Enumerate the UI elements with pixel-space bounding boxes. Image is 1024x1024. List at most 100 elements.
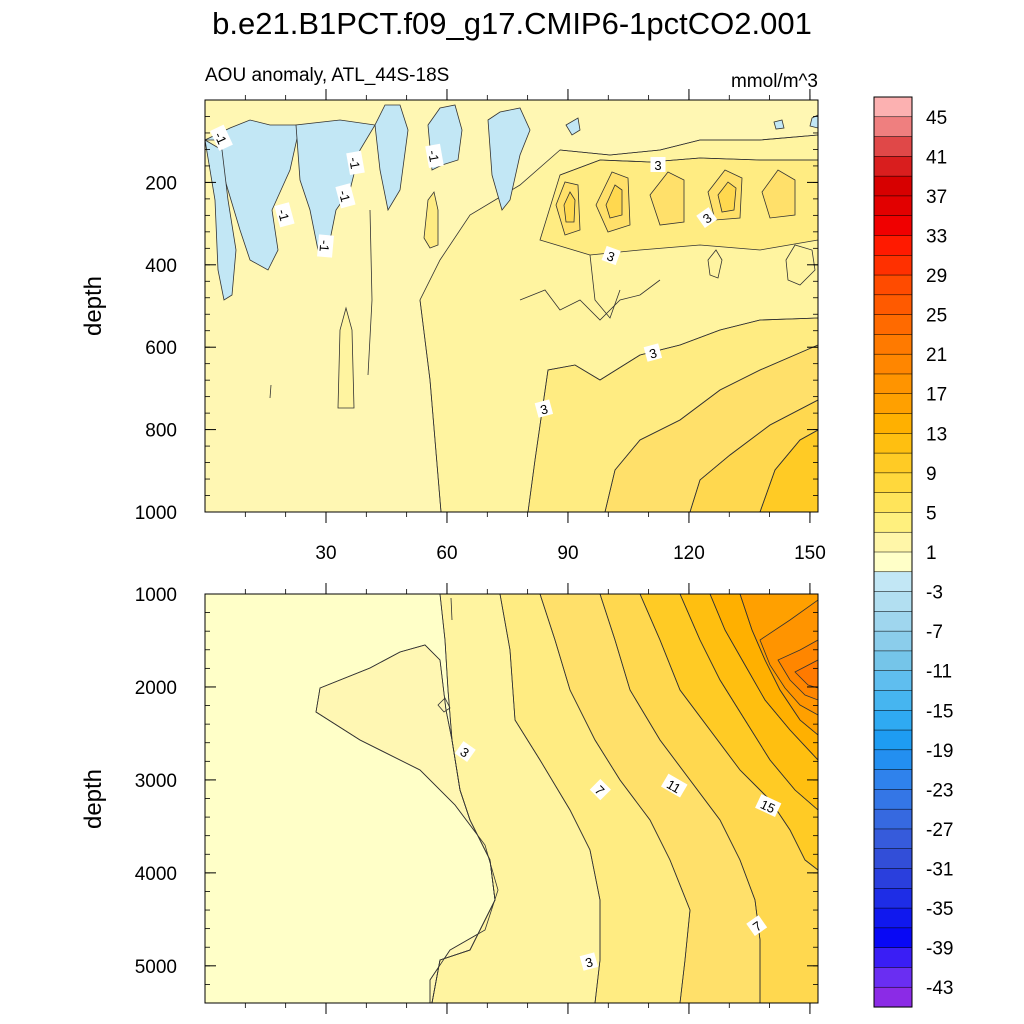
- colorbar-label: -7: [926, 622, 943, 643]
- contour-label-text: 3: [605, 248, 617, 265]
- colorbar-label: 17: [926, 385, 947, 406]
- colorbar-box: [873, 947, 913, 968]
- colorbar-box: [873, 334, 913, 355]
- upper-y-ticks: 200 400 600 800 1000: [135, 99, 818, 524]
- contour-label: -1: [425, 143, 444, 169]
- colorbar-label: -11: [926, 662, 952, 683]
- colorbar-box: [873, 611, 913, 632]
- contour-label-text: -1: [317, 240, 333, 253]
- colorbar-box: [873, 848, 913, 870]
- y-tick-label: 1000: [135, 585, 177, 606]
- contour-label-bg: [534, 399, 554, 418]
- colorbar-label: -19: [926, 741, 953, 762]
- lower-y-ticks: 1000 2000 3000 4000 5000: [135, 585, 818, 1004]
- contour-label-text: -1: [336, 189, 353, 204]
- colorbar-box: [873, 828, 913, 850]
- colorbar-box: [873, 353, 913, 375]
- colorbar-box: [873, 571, 913, 593]
- colorbar-box: [873, 195, 913, 217]
- colorbar-label: 41: [926, 147, 947, 168]
- colorbar-box: [873, 215, 913, 237]
- contour-label: 3: [601, 245, 621, 266]
- upper-contour-labels: -1 -1 -1 -1 -1 -1 3 3 3 3 3: [210, 124, 718, 418]
- chart-subtitle: AOU anomaly, ATL_44S-18S: [205, 65, 449, 86]
- colorbar-box: [873, 888, 913, 909]
- colorbar-box: [873, 116, 913, 138]
- contour-label-bg: [579, 952, 599, 971]
- chart-title: b.e21.B1PCT.f09_g17.CMIP6-1pctCO2.001: [212, 6, 812, 41]
- colorbar-box: [873, 393, 913, 415]
- units-label: mmol/m^3: [731, 71, 818, 92]
- y-tick-label: 3000: [135, 771, 177, 792]
- contour-label: 3: [534, 399, 554, 418]
- contour-label: 3: [454, 741, 476, 763]
- contour-label-bg: [274, 202, 295, 228]
- colorbar-box: [873, 452, 913, 474]
- colorbar-box: [873, 531, 913, 553]
- colorbar-box: [873, 413, 913, 434]
- contour-label-text: 11: [664, 777, 683, 797]
- colorbar-box: [873, 670, 913, 692]
- contour-label: -1: [210, 124, 233, 151]
- colorbar-label: -43: [926, 978, 953, 999]
- contour-label: -1: [317, 234, 334, 258]
- colorbar-label: -23: [926, 780, 953, 801]
- colorbar-box: [873, 710, 913, 731]
- contour-label-bg: [601, 245, 621, 266]
- colorbar-label: -31: [926, 860, 953, 881]
- contour-label-bg: [746, 915, 768, 937]
- contour-label: 7: [746, 915, 768, 937]
- colorbar-frame: [873, 96, 913, 1008]
- contour-label-bg: [454, 741, 476, 763]
- lower-contour-field: [205, 594, 818, 1003]
- upper-contour-field: [205, 100, 818, 512]
- colorbar-label: 1: [926, 543, 937, 564]
- colorbar-box: [873, 175, 913, 197]
- colorbar-label: 45: [926, 108, 947, 129]
- colorbar-box: [873, 967, 913, 988]
- lower-y-axis-label: depth: [80, 769, 107, 829]
- contour-label: 3: [696, 207, 718, 229]
- x-tick-label: 150: [794, 543, 826, 564]
- colorbar-box: [873, 769, 913, 790]
- colorbar-box: [873, 789, 913, 810]
- colorbar-box: [873, 986, 913, 1008]
- colorbar-box: [873, 808, 913, 830]
- contour-label-text: 3: [654, 158, 661, 173]
- colorbar-label: -27: [926, 820, 953, 841]
- colorbar-label: 33: [926, 226, 947, 247]
- contour-label-text: -1: [275, 208, 292, 223]
- colorbar-box: [873, 551, 913, 573]
- colorbar-box: [873, 927, 913, 949]
- contour-label-bg: [210, 124, 233, 151]
- contour-label: 11: [660, 773, 688, 798]
- colorbar-box: [873, 492, 913, 513]
- contour-label-text: 3: [539, 401, 550, 417]
- colorbar: 45 41 37 33 29 25 21 17 13 9 5 1 -3 -7 -11 -15 -19 -23 -27…: [873, 96, 953, 1008]
- colorbar-label: -3: [926, 583, 943, 604]
- contour-label-bg: [425, 143, 444, 169]
- colorbar-box: [873, 373, 913, 395]
- colorbar-box: [873, 235, 913, 256]
- contour-label-bg: [660, 773, 688, 798]
- contour-label-text: -1: [346, 156, 363, 170]
- contour-label-bg: [643, 343, 663, 362]
- y-tick-label: 200: [145, 173, 177, 194]
- contour-label-text: 15: [758, 797, 777, 817]
- colorbar-label: -35: [926, 899, 953, 920]
- colorbar-label: 9: [926, 464, 937, 485]
- contour-label-bg: [335, 183, 356, 209]
- lower-x-ticks: [244, 583, 811, 1014]
- colorbar-box: [873, 512, 913, 533]
- colorbar-box: [873, 96, 913, 118]
- colorbar-box: [873, 255, 913, 276]
- contour-label-bg: [346, 150, 365, 176]
- colorbar-box: [873, 729, 913, 751]
- colorbar-box: [873, 690, 913, 711]
- colorbar-label: 37: [926, 187, 947, 208]
- contour-label: -1: [346, 150, 365, 176]
- colorbar-box: [873, 591, 913, 612]
